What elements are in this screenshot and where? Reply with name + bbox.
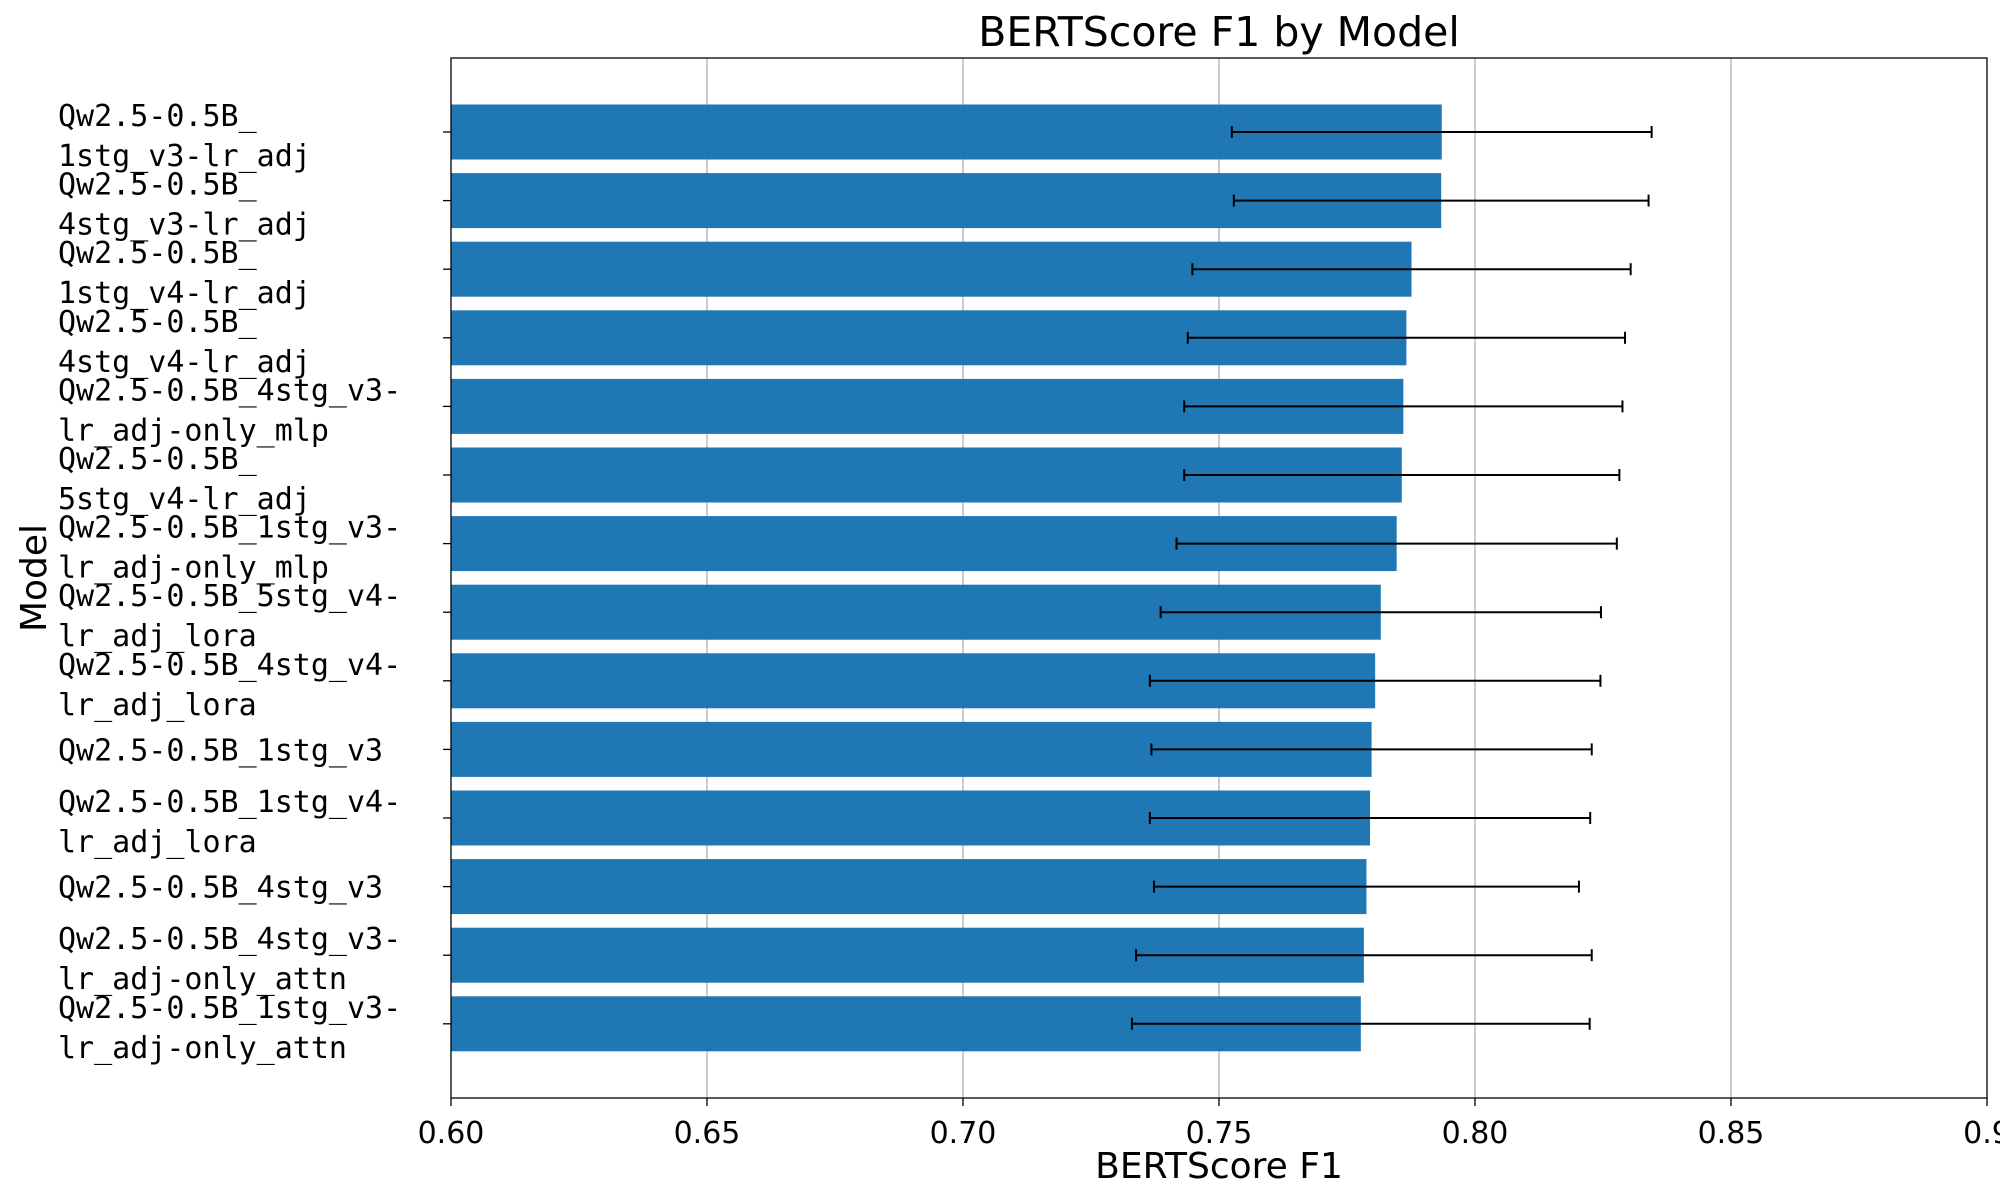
y-tick-label: Qw2.5-0.5B_4stg_v4- lr_adj_lora	[58, 648, 401, 723]
y-tick-label-line: lr_adj_lora	[58, 619, 257, 654]
y-tick-label: Qw2.5-0.5B_4stg_v3	[58, 871, 383, 906]
x-tick-label: 0.70	[930, 1116, 997, 1151]
y-tick-label: Qw2.5-0.5B_ 5stg_v4-lr_adj	[58, 442, 311, 517]
y-tick-label-line: 4stg_v3-lr_adj	[58, 208, 311, 243]
y-tick-label-line: 1stg_v4-lr_adj	[58, 276, 311, 311]
y-tick-label-line: Qw2.5-0.5B_	[58, 236, 258, 271]
y-tick-label: Qw2.5-0.5B_1stg_v3	[58, 733, 383, 768]
y-tick-label-line: Qw2.5-0.5B_	[58, 168, 258, 203]
y-tick-label-line: Qw2.5-0.5B_4stg_v3-	[58, 373, 401, 408]
y-tick-label: Qw2.5-0.5B_1stg_v3- lr_adj-only_mlp	[58, 511, 401, 586]
y-tick-label: Qw2.5-0.5B_ 1stg_v3-lr_adj	[58, 99, 311, 174]
y-tick-label-line: Qw2.5-0.5B_5stg_v4-	[58, 579, 401, 614]
grid-layer	[706, 58, 1732, 1098]
y-tick-label-line: lr_adj_lora	[58, 825, 257, 860]
x-tick-label: 0.65	[674, 1116, 741, 1151]
y-tick-label-line: 4stg_v4-lr_adj	[58, 345, 311, 380]
y-tick-label-line: Qw2.5-0.5B_	[58, 305, 258, 340]
y-tick-label-line: Qw2.5-0.5B_	[58, 99, 258, 134]
y-tick-label-line: lr_adj-only_attn	[58, 962, 347, 997]
y-tick-label-line: 5stg_v4-lr_adj	[58, 482, 311, 517]
x-tick-label: 0.75	[1186, 1116, 1253, 1151]
y-tick-label: Qw2.5-0.5B_1stg_v3- lr_adj-only_attn	[58, 991, 401, 1066]
y-tick-label-line: lr_adj-only_attn	[58, 1031, 347, 1066]
bar-layer	[451, 104, 1442, 1052]
y-tick-label: Qw2.5-0.5B_ 1stg_v4-lr_adj	[58, 236, 311, 311]
y-tick-label: Qw2.5-0.5B_ 4stg_v4-lr_adj	[58, 305, 311, 380]
x-tick-label: 0.80	[1442, 1116, 1509, 1151]
y-tick-label-line: lr_adj-only_mlp	[58, 551, 329, 586]
y-tick-label: Qw2.5-0.5B_1stg_v4- lr_adj_lora	[58, 785, 401, 860]
y-tick-label: Qw2.5-0.5B_4stg_v3- lr_adj-only_attn	[58, 922, 401, 997]
y-tick-label: Qw2.5-0.5B_ 4stg_v3-lr_adj	[58, 168, 311, 243]
y-tick-label-line: lr_adj-only_mlp	[58, 413, 329, 448]
y-tick-label-line: Qw2.5-0.5B_1stg_v3-	[58, 511, 401, 546]
x-tick-label: 0.9	[1963, 1116, 2000, 1151]
y-axis-label: Model	[14, 524, 55, 632]
x-tick-label: 0.60	[418, 1116, 485, 1151]
y-tick-label-line: Qw2.5-0.5B_1stg_v3-	[58, 991, 401, 1026]
x-tick-label: 0.85	[1698, 1116, 1765, 1151]
y-tick-label-line: Qw2.5-0.5B_4stg_v4-	[58, 648, 401, 683]
y-tick-label-line: Qw2.5-0.5B_	[58, 442, 258, 477]
y-tick-label-line: lr_adj_lora	[58, 688, 257, 723]
y-tick-label-line: Qw2.5-0.5B_1stg_v4-	[58, 785, 401, 820]
chart-title: BERTScore F1 by Model	[978, 8, 1460, 56]
y-tick-label-line: 1stg_v3-lr_adj	[58, 139, 311, 174]
y-tick-label-line: Qw2.5-0.5B_4stg_v3-	[58, 922, 401, 957]
x-axis-label: BERTScore F1	[1095, 1146, 1343, 1187]
y-tick-label: Qw2.5-0.5B_5stg_v4- lr_adj_lora	[58, 579, 401, 654]
y-tick-label: Qw2.5-0.5B_4stg_v3- lr_adj-only_mlp	[58, 373, 401, 448]
x-tick-layer: 0.60 0.65 0.70 0.75 0.80 0.85 0.9	[418, 1098, 2000, 1151]
errorbar-layer	[1130, 126, 1653, 1030]
